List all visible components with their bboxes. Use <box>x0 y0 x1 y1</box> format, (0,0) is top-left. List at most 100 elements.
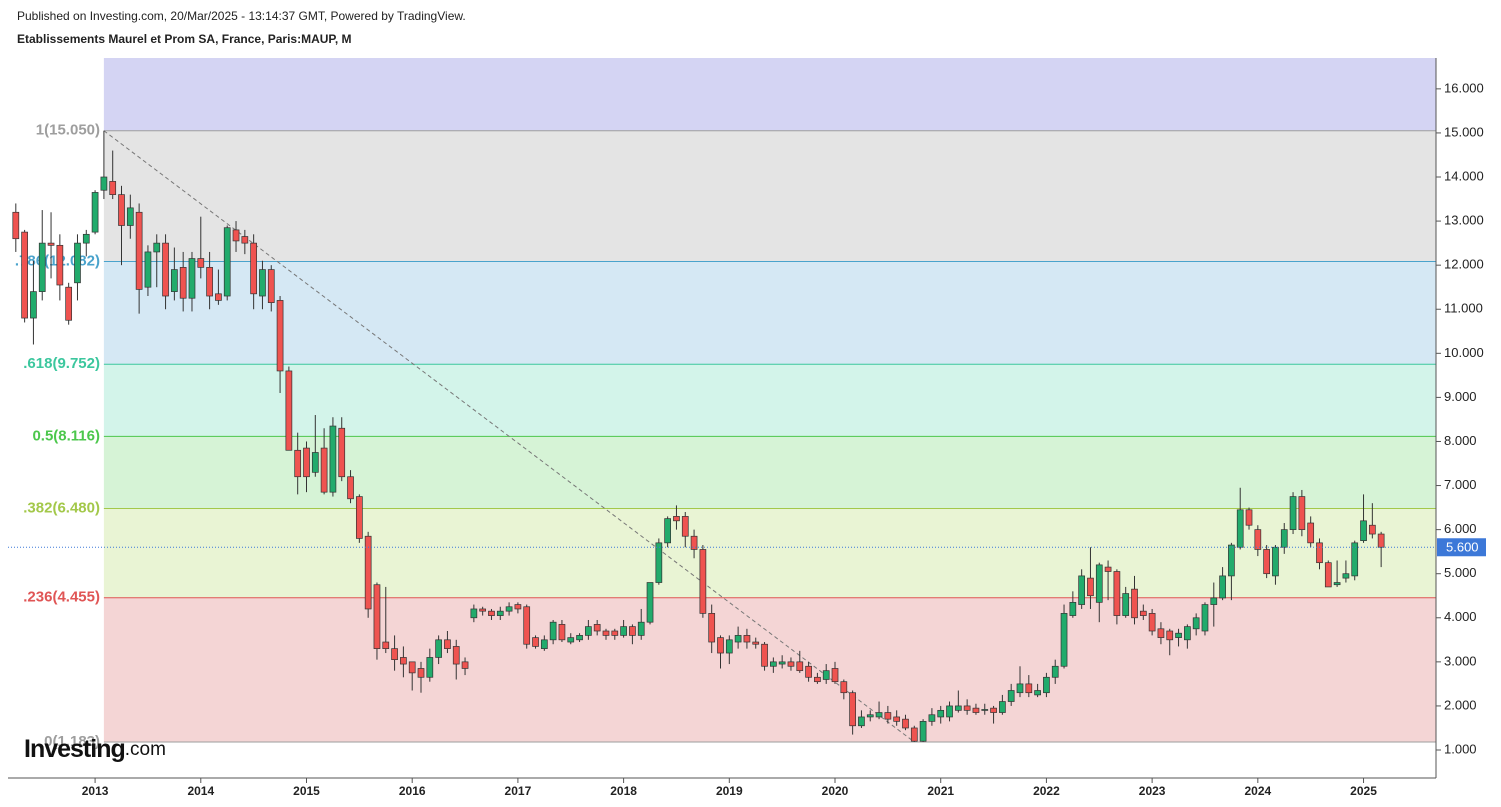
fib-zone <box>103 261 1437 365</box>
candle-body <box>1157 628 1165 638</box>
candle-body <box>126 207 134 226</box>
candle-body <box>74 242 81 284</box>
candle-body <box>1166 630 1174 641</box>
candle-body <box>602 630 610 636</box>
y-tick-label: 2.000 <box>1444 697 1477 712</box>
x-tick-label: 2016 <box>399 784 426 798</box>
candle-body <box>1280 529 1288 548</box>
candle-body <box>470 608 478 619</box>
candle-body <box>664 518 671 544</box>
candle-body <box>805 665 812 678</box>
candle-body <box>954 705 962 711</box>
candle-body <box>444 639 451 649</box>
candle-body <box>1254 529 1262 550</box>
candle-body <box>655 542 663 583</box>
candle-body <box>197 258 205 268</box>
y-tick-label: 4.000 <box>1444 609 1477 624</box>
candle-body <box>1289 496 1297 530</box>
candle-body <box>1069 602 1077 616</box>
x-tick-label: 2022 <box>1033 784 1060 798</box>
x-tick-label: 2023 <box>1139 784 1166 798</box>
candle-body <box>109 181 117 195</box>
x-tick-label: 2013 <box>82 784 109 798</box>
candle-body <box>884 712 892 720</box>
y-tick-label: 8.000 <box>1444 433 1477 448</box>
candle-body <box>488 610 495 616</box>
candle-body <box>593 624 601 632</box>
candle-body <box>215 293 222 301</box>
candle-body <box>1377 533 1385 548</box>
logo: Investing.com <box>24 735 166 763</box>
candle-body <box>1184 626 1191 641</box>
fib-zone <box>103 58 1437 131</box>
candle-body <box>47 242 55 246</box>
y-tick-label: 15.000 <box>1444 124 1484 139</box>
candle-body <box>814 676 821 683</box>
candle-body <box>364 535 372 610</box>
candle-body <box>787 661 795 667</box>
candle-body <box>206 267 213 297</box>
candle-body <box>461 661 469 669</box>
candle-body <box>118 194 125 226</box>
candle-body <box>1131 588 1138 619</box>
candle-body <box>585 626 592 636</box>
candle-body <box>558 624 566 641</box>
y-tick-label: 7.000 <box>1444 477 1477 492</box>
candle-body <box>1307 522 1315 544</box>
candle-body <box>135 211 143 290</box>
y-tick-label: 14.000 <box>1444 168 1484 183</box>
candle-body <box>858 716 865 727</box>
candle-body <box>408 661 416 674</box>
candle-body <box>981 709 989 711</box>
x-tick-label: 2021 <box>927 784 954 798</box>
candle-body <box>21 231 28 319</box>
candle-body <box>576 635 583 641</box>
candle-body <box>391 648 398 661</box>
candle-body <box>990 707 997 713</box>
logo-brand: Investing <box>24 735 125 763</box>
candle-body <box>567 637 575 643</box>
candle-body <box>435 639 442 658</box>
candle-body <box>1060 613 1068 667</box>
fib-label: 1(15.050) <box>36 122 100 139</box>
candle-body <box>1051 665 1059 678</box>
y-tick-label: 11.000 <box>1444 301 1483 316</box>
candle-body <box>144 251 152 288</box>
candle-body <box>452 646 460 665</box>
candle-body <box>153 242 161 253</box>
candle-body <box>285 370 293 451</box>
candle-body <box>267 269 275 303</box>
x-tick-label: 2020 <box>822 784 849 798</box>
x-tick-label: 2015 <box>293 784 320 798</box>
fib-label: 0(1.183) <box>44 733 100 750</box>
candle-body <box>373 584 381 649</box>
candle-body <box>320 447 328 493</box>
candle-body <box>56 244 64 286</box>
y-tick-label: 5.000 <box>1444 565 1477 580</box>
chart-title: Etablissements Maurel et Prom SA, France… <box>17 32 352 46</box>
last-price-label: 5.600 <box>1446 540 1479 555</box>
candle-body <box>1122 593 1130 616</box>
candle-body <box>1201 604 1209 632</box>
fib-label: .382(6.480) <box>23 499 100 516</box>
candle-body <box>294 449 302 478</box>
candle-body <box>629 626 636 636</box>
candle-body <box>514 604 522 610</box>
candle-body <box>928 714 936 722</box>
candle-body <box>1351 542 1359 577</box>
candle-body <box>1368 524 1376 535</box>
candle-body <box>752 641 760 645</box>
candle-body <box>479 608 487 612</box>
candle-body <box>1228 544 1235 577</box>
candle-body <box>1025 683 1033 694</box>
candle-body <box>1148 613 1156 632</box>
candle-body <box>937 709 945 718</box>
candle-body <box>1272 546 1279 577</box>
candle-body <box>681 516 689 537</box>
candle-body <box>91 192 99 233</box>
candle-body <box>38 242 46 292</box>
candle-body <box>699 549 707 614</box>
x-tick-label: 2024 <box>1244 784 1271 798</box>
logo-suffix: .com <box>125 739 166 760</box>
x-tick-label: 2025 <box>1350 784 1377 798</box>
